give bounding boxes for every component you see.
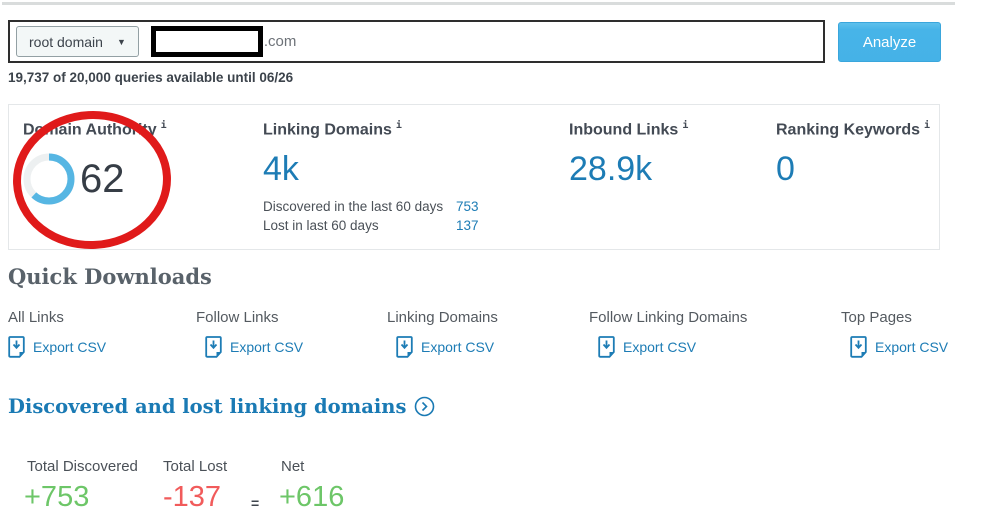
analyze-button-label: Analyze	[862, 33, 917, 51]
quick-downloads-title: Quick Downloads	[8, 264, 212, 289]
ranking-keywords-label: Ranking Keywords i	[776, 120, 931, 139]
export-csv-top-pages[interactable]: Export CSV	[850, 336, 948, 358]
quick-download-all-links: All Links Export CSV	[8, 309, 106, 358]
total-discovered-label: Total Discovered	[27, 458, 138, 475]
total-discovered-value: +753	[24, 481, 90, 513]
info-icon[interactable]: i	[160, 120, 167, 131]
domain-authority-label: Domain Authority i	[23, 120, 167, 139]
export-csv-follow-linking-domains[interactable]: Export CSV	[598, 336, 747, 358]
scope-dropdown-label: root domain	[29, 33, 103, 50]
quick-download-follow-links: Follow Links Export CSV	[196, 309, 303, 358]
ranking-keywords-value: 0	[776, 150, 795, 189]
export-csv-all-links[interactable]: Export CSV	[8, 336, 106, 358]
all-links-label: All Links	[8, 309, 64, 326]
discovered-60-days-label: Discovered in the last 60 days	[263, 199, 444, 215]
export-file-icon	[396, 336, 413, 358]
quick-download-follow-linking-domains: Follow Linking Domains Export CSV	[589, 309, 747, 358]
stat-net: Net +616	[279, 458, 345, 513]
discovered-60-days-row: Discovered in the last 60 days 753	[263, 197, 479, 216]
stat-total-lost: Total Lost -137	[163, 458, 227, 512]
inbound-links-value: 28.9k	[569, 150, 653, 189]
info-icon[interactable]: i	[924, 120, 931, 131]
quick-download-top-pages: Top Pages Export CSV	[841, 309, 948, 358]
export-file-icon	[598, 336, 615, 358]
metric-ranking-keywords: Ranking Keywords i 0	[776, 120, 930, 186]
inbound-links-label: Inbound Links i	[569, 120, 689, 139]
metric-linking-domains: Linking Domains i 4k Discovered in the la…	[263, 120, 479, 235]
queries-available-note: 19,737 of 20,000 queries available until…	[8, 70, 294, 85]
url-input[interactable]: .com	[150, 22, 823, 61]
info-icon[interactable]: i	[682, 120, 689, 131]
search-bar[interactable]: root domain ▼ .com	[8, 20, 825, 63]
follow-linking-domains-label: Follow Linking Domains	[589, 309, 748, 326]
export-file-icon	[8, 336, 25, 358]
export-csv-label: Export CSV	[230, 339, 304, 355]
analyze-button[interactable]: Analyze	[838, 22, 941, 62]
export-csv-label: Export CSV	[623, 339, 697, 355]
domain-suffix: .com	[263, 33, 297, 50]
discovered-lost-heading[interactable]: Discovered and lost linking domains	[8, 395, 435, 418]
linking-domains-value: 4k	[263, 150, 299, 189]
discovered-60-days-value[interactable]: 753	[456, 199, 479, 215]
top-divider	[2, 2, 955, 5]
chevron-right-circle-icon	[415, 396, 435, 417]
net-value: +616	[279, 481, 345, 513]
lost-60-days-row: Lost in last 60 days 137	[263, 216, 479, 235]
linking-domains-col-label: Linking Domains	[387, 309, 498, 326]
export-file-icon	[850, 336, 867, 358]
total-lost-label: Total Lost	[163, 458, 228, 475]
linking-domains-label: Linking Domains i	[263, 120, 402, 139]
domain-authority-gauge	[23, 153, 75, 205]
follow-links-label: Follow Links	[196, 309, 279, 326]
lost-60-days-label: Lost in last 60 days	[263, 218, 379, 234]
metric-domain-authority: Domain Authority i 62	[23, 120, 167, 205]
net-label: Net	[281, 458, 305, 475]
export-csv-label: Export CSV	[33, 339, 107, 355]
export-csv-label: Export CSV	[421, 339, 495, 355]
metric-inbound-links: Inbound Links i 28.9k	[569, 120, 688, 186]
equals-sign: =	[251, 495, 260, 511]
metrics-card: Domain Authority i 62 Linking Domains i 4k…	[8, 104, 940, 250]
info-icon[interactable]: i	[395, 120, 402, 131]
top-pages-label: Top Pages	[841, 309, 912, 326]
export-csv-follow-links[interactable]: Export CSV	[205, 336, 303, 358]
domain-authority-value: 62	[80, 157, 125, 202]
export-csv-linking-domains[interactable]: Export CSV	[396, 336, 498, 358]
redacted-domain-box	[150, 26, 263, 57]
caret-down-icon: ▼	[116, 36, 126, 47]
export-file-icon	[205, 336, 222, 358]
quick-download-linking-domains: Linking Domains Export CSV	[387, 309, 498, 358]
stat-total-discovered: Total Discovered +753	[24, 458, 138, 513]
scope-dropdown[interactable]: root domain ▼	[16, 26, 139, 57]
lost-60-days-value[interactable]: 137	[456, 218, 479, 234]
discovered-lost-heading-label: Discovered and lost linking domains	[8, 395, 407, 418]
total-lost-value: -137	[163, 481, 222, 513]
export-csv-label: Export CSV	[875, 339, 949, 355]
